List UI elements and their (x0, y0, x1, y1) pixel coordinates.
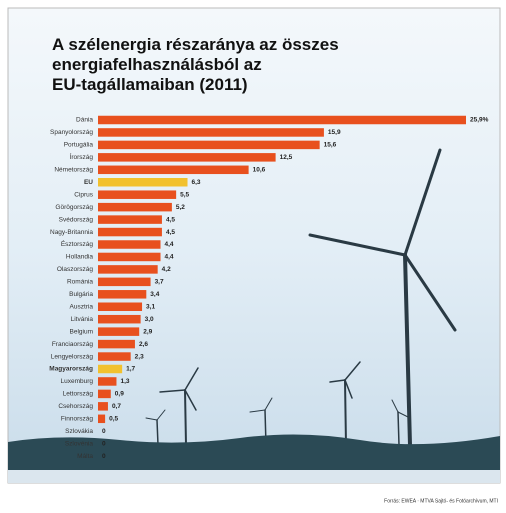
category-label: Csehország (58, 403, 93, 410)
bar (98, 302, 143, 311)
value-label: 4,5 (166, 229, 175, 236)
value-label: 5,5 (180, 191, 189, 198)
bar (98, 190, 177, 199)
category-label: Szlovákia (65, 428, 93, 435)
bar (98, 389, 111, 399)
category-label: Románia (67, 279, 93, 286)
value-label: 0,9 (115, 391, 124, 398)
category-label: Nagy-Britannia (50, 229, 93, 236)
chart-title: EU-tagállamaiban (2011) (52, 75, 248, 94)
bar (98, 277, 151, 287)
bar (98, 252, 161, 262)
category-label: Belgium (70, 328, 93, 335)
bar (98, 265, 158, 274)
value-label: 6,3 (192, 179, 201, 186)
value-label: 1,3 (120, 378, 129, 385)
value-label: 15,6 (324, 142, 337, 149)
value-label: 2,3 (135, 353, 144, 360)
bar (98, 364, 123, 374)
value-label: 4,4 (165, 241, 174, 248)
value-label: 2,9 (143, 328, 152, 335)
category-label: Olaszország (57, 266, 94, 273)
water (8, 470, 500, 483)
bar (98, 202, 172, 212)
category-label: Bulgária (69, 291, 93, 298)
source: Forrás: EWEA · MTVA Sajtó- és Fotóarchív… (384, 498, 498, 504)
bar (98, 327, 140, 336)
category-label: Ciprus (74, 191, 94, 198)
bar (98, 377, 117, 386)
bar (98, 314, 141, 324)
category-label: Spanyolország (50, 129, 93, 136)
bar (98, 165, 249, 175)
bar (98, 140, 320, 150)
value-label: 0 (102, 453, 106, 460)
value-label: 25,9% (470, 117, 489, 124)
category-label: Észtország (61, 239, 94, 248)
category-label: EU (84, 179, 93, 186)
chart-title: A szélenergia részaránya az összes (52, 35, 339, 54)
value-label: 0,7 (112, 403, 121, 410)
value-label: 10,6 (253, 167, 266, 174)
value-label: 1,7 (126, 366, 135, 373)
category-label: Litvánia (71, 316, 94, 323)
category-label: Málta (77, 453, 93, 460)
value-label: 15,9 (328, 129, 341, 136)
bar (98, 352, 131, 361)
category-label: Németország (54, 167, 93, 174)
category-label: Dánia (76, 117, 93, 124)
bar (98, 290, 147, 299)
category-label: Luxemburg (60, 378, 93, 385)
value-label: 0 (102, 440, 106, 447)
value-label: 5,2 (176, 204, 185, 211)
value-label: 3,1 (146, 303, 155, 310)
category-label: Svédország (59, 216, 94, 223)
bar (98, 339, 135, 349)
value-label: 3,0 (145, 316, 154, 323)
category-label: Portugália (64, 142, 94, 149)
category-label: Magyarország (49, 366, 93, 373)
value-label: 3,4 (150, 291, 159, 298)
category-label: Írország (70, 152, 94, 161)
value-label: 3,7 (155, 279, 164, 286)
bar (98, 128, 324, 137)
category-label: Lettország (63, 391, 94, 398)
category-label: Finnország (61, 416, 94, 423)
value-label: 4,2 (162, 266, 171, 273)
bar (98, 115, 466, 125)
value-label: 4,4 (165, 254, 174, 261)
category-label: Ausztria (70, 303, 94, 310)
bar (98, 227, 162, 237)
category-label: Görögország (55, 204, 93, 211)
value-label: 12,5 (280, 154, 293, 161)
value-label: 0,5 (109, 416, 118, 423)
bar (98, 215, 162, 224)
category-label: Lengyelország (51, 353, 94, 360)
value-label: 2,6 (139, 341, 148, 348)
bar (98, 240, 161, 249)
turbines (145, 148, 457, 447)
bar (98, 402, 108, 411)
value-label: 0 (102, 428, 106, 435)
bar (98, 414, 106, 424)
value-label: 4,5 (166, 216, 175, 223)
category-label: Franciaország (52, 341, 94, 348)
bar (98, 178, 188, 187)
panel (7, 7, 501, 484)
category-label: Hollandia (66, 254, 93, 261)
ground (8, 434, 500, 470)
chart-title: energiafelhasználásból az (52, 55, 262, 74)
category-label: Szlovénia (65, 440, 94, 447)
bar (98, 153, 276, 162)
